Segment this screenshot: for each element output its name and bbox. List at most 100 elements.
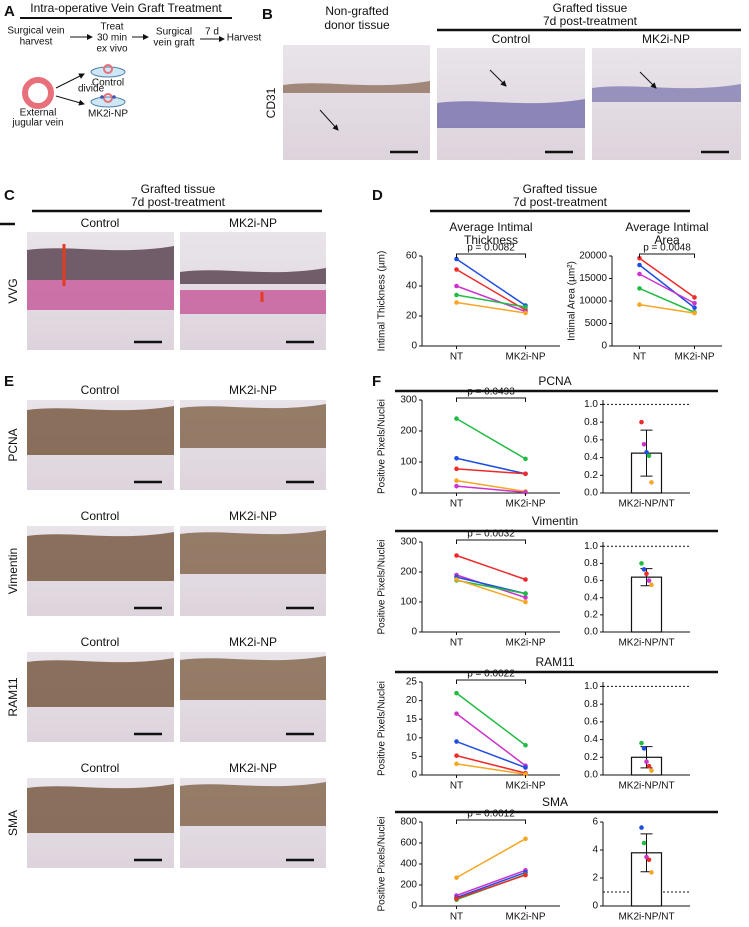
chart-title: Vimentin xyxy=(532,514,578,528)
y-tick-label: 0 xyxy=(411,901,417,912)
data-point xyxy=(649,582,654,588)
y-tick-label: 1.0 xyxy=(584,681,598,692)
data-point xyxy=(454,292,459,298)
bar xyxy=(630,576,663,633)
data-point xyxy=(639,419,644,425)
panel-letter: D xyxy=(372,187,383,204)
y-tick-label: 0.6 xyxy=(584,716,598,727)
data-point xyxy=(523,836,528,842)
tissue-layer xyxy=(592,84,741,102)
y-tick-label: 200 xyxy=(400,880,417,891)
significance-bracket xyxy=(456,397,526,402)
chart-title: PCNA xyxy=(538,374,571,388)
data-point xyxy=(646,763,652,769)
column-label: Control xyxy=(492,32,531,46)
series-line xyxy=(456,457,526,475)
data-point xyxy=(523,456,528,462)
y-tick-label: 0.8 xyxy=(584,417,598,428)
series-line xyxy=(456,740,526,769)
series-line xyxy=(456,554,526,581)
x-tick-label: MK2i-NP xyxy=(505,352,545,363)
significance-bracket xyxy=(639,253,695,258)
series-line xyxy=(639,257,695,299)
step-text: vein graft xyxy=(153,38,194,49)
y-tick-label: 0.6 xyxy=(584,575,598,586)
x-tick-label: NT xyxy=(633,352,646,363)
data-point xyxy=(692,305,697,311)
series-line xyxy=(456,485,526,494)
chart-title: Area xyxy=(654,233,680,247)
data-point xyxy=(454,478,459,483)
y-tick-label: 15000 xyxy=(579,273,607,284)
data-point xyxy=(454,739,459,744)
chart-title: Average Intimal xyxy=(625,220,708,234)
tissue-layer xyxy=(180,404,326,448)
data-point xyxy=(523,771,528,777)
series-line xyxy=(456,713,526,767)
series-line xyxy=(456,268,526,311)
x-tick-label: MK2i-NP/NT xyxy=(618,912,674,923)
series-line xyxy=(456,754,526,774)
y-tick-label: 0.8 xyxy=(584,699,598,710)
step-text: Treat xyxy=(101,22,124,33)
x-tick-label: NT xyxy=(450,638,463,649)
tissue-layer xyxy=(283,81,430,93)
data-point xyxy=(639,561,644,566)
group-label: Control xyxy=(92,78,124,89)
y-tick-label: 0.0 xyxy=(584,627,598,638)
y-axis-label: Positive Pixels/Nuclei xyxy=(377,681,388,776)
y-axis-label: Intimal Thickness (µm) xyxy=(377,251,388,352)
y-tick-label: 0.8 xyxy=(584,558,598,569)
group-header: 7d post-treatment xyxy=(513,195,608,209)
column-label: MK2i-NP xyxy=(642,32,690,46)
y-tick-label: 5000 xyxy=(585,318,608,329)
series-line xyxy=(456,301,526,314)
column-label: MK2i-NP xyxy=(229,635,277,649)
significance-bracket xyxy=(456,679,526,684)
series-line xyxy=(639,303,695,314)
data-point xyxy=(692,310,697,316)
y-tick-label: 25 xyxy=(406,677,418,688)
data-point xyxy=(641,840,647,846)
x-tick-label: MK2i-NP xyxy=(505,781,545,792)
y-tick-label: 0 xyxy=(411,770,417,781)
p-value: p = 0.0082 xyxy=(467,243,515,254)
y-tick-label: 0 xyxy=(411,627,417,638)
series-line xyxy=(456,838,526,879)
arrow xyxy=(489,69,507,87)
column-label: Control xyxy=(81,216,120,230)
stain-label: Vimentin xyxy=(6,548,20,594)
data-point xyxy=(454,267,459,272)
data-point xyxy=(454,690,459,696)
y-tick-label: 0.4 xyxy=(584,592,598,603)
data-point xyxy=(454,483,459,489)
data-point xyxy=(523,471,528,477)
y-tick-label: 2 xyxy=(592,873,598,884)
panel-letter: F xyxy=(372,373,381,390)
y-tick-label: 20000 xyxy=(579,251,607,262)
y-tick-label: 15 xyxy=(406,714,418,725)
data-point xyxy=(646,578,652,583)
data-point xyxy=(523,577,528,582)
stain-label: CD31 xyxy=(264,87,278,118)
series-line xyxy=(456,285,526,313)
column-label: donor tissue xyxy=(324,18,390,32)
vessel-icon xyxy=(22,77,54,109)
y-tick-label: 0.2 xyxy=(584,752,598,763)
series-line xyxy=(456,578,526,603)
y-axis-label: Positive Pixels/Nuclei xyxy=(377,539,388,634)
arrow xyxy=(639,71,657,89)
np-icon xyxy=(100,95,104,99)
y-tick-label: 300 xyxy=(400,537,417,548)
group-label: MK2i-NP xyxy=(88,109,128,120)
tissue-layer xyxy=(180,656,326,700)
column-label: Non-grafted xyxy=(325,4,388,18)
tissue-layer xyxy=(437,99,585,128)
data-point xyxy=(523,490,528,495)
p-value: p = 0.0012 xyxy=(467,809,515,820)
chart-title: RAM11 xyxy=(535,655,574,669)
y-axis-label: Intimal Area (µm²) xyxy=(567,261,578,341)
divide-label: divide xyxy=(78,84,105,95)
column-label: MK2i-NP xyxy=(229,761,277,775)
p-value: p = 0.0032 xyxy=(467,529,515,540)
